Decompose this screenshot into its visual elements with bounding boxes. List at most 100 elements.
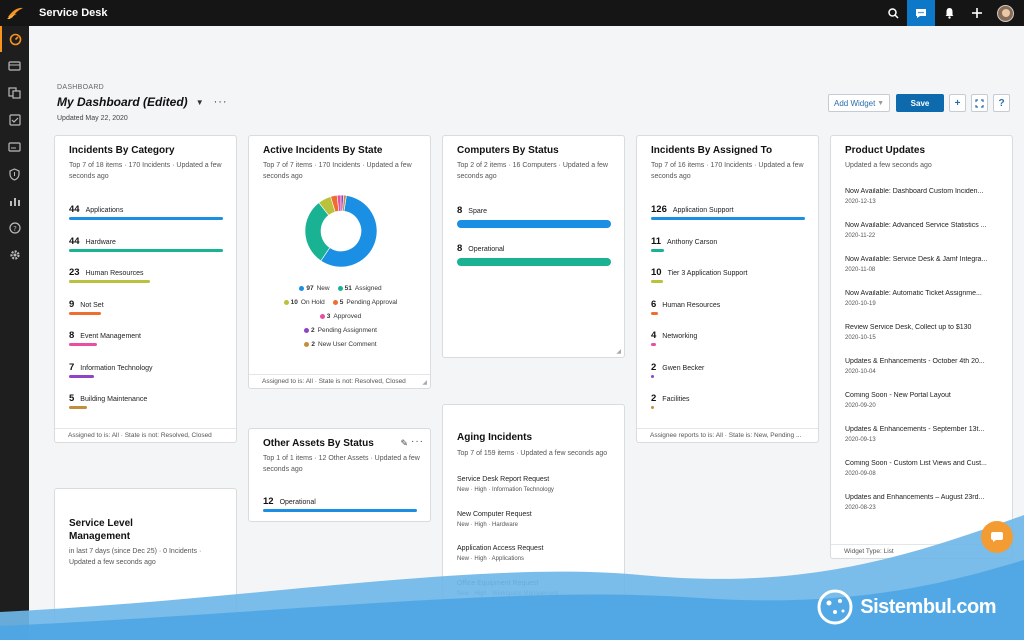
updated-date: Updated May 22, 2020 (57, 115, 128, 122)
item-label: Application Support (672, 207, 734, 214)
inventory-icon[interactable] (0, 80, 29, 106)
legend-item[interactable]: 97 New (299, 285, 330, 292)
donut-slice[interactable] (320, 195, 378, 268)
list-item[interactable]: 2 Facilities (651, 393, 805, 409)
legend-swatch (319, 313, 325, 319)
list-item[interactable]: 11 Anthony Carson (651, 236, 805, 252)
support-chat-icon[interactable] (981, 521, 1013, 553)
list-item[interactable]: Now Available: Advanced Service Statisti… (845, 222, 1005, 239)
solarwinds-logo-icon[interactable] (0, 0, 29, 26)
card-icon[interactable] (0, 134, 29, 160)
list-item[interactable]: 8 Operational (457, 243, 611, 266)
legend-swatch (337, 285, 343, 291)
widget-title: Active Incidents By State (263, 145, 383, 156)
bell-icon[interactable] (935, 0, 963, 26)
legend-label: New (316, 285, 330, 292)
update-title: Updates & Enhancements - October 4th 20.… (845, 358, 985, 365)
list-item[interactable]: 44 Applications (69, 204, 223, 220)
chat-icon[interactable] (907, 0, 935, 26)
search-icon[interactable] (879, 0, 907, 26)
list-item[interactable]: Review Service Desk, Collect up to $130 2… (845, 324, 1005, 341)
list-item[interactable]: 7 Information Technology (69, 362, 223, 378)
list-item[interactable]: Updates and Enhancements – August 23rd..… (845, 494, 1005, 511)
list-item[interactable]: 126 Application Support (651, 204, 805, 220)
list-item[interactable]: Now Available: Service Desk & Jamf Integ… (845, 256, 1005, 273)
donut-slice[interactable] (342, 194, 347, 212)
more-options-icon[interactable]: ··· (411, 436, 424, 447)
list-item[interactable]: Service Desk Report Request New · High · … (457, 476, 554, 493)
list-item[interactable]: Now Available: Dashboard Custom Inciden.… (845, 188, 1005, 205)
list-item[interactable]: 4 Networking (651, 330, 805, 346)
ticket-icon[interactable] (0, 53, 29, 79)
widget-title: Aging Incidents (457, 432, 532, 443)
more-options-icon[interactable]: ··· (213, 96, 228, 108)
list-item[interactable]: Updates & Enhancements - September 13t..… (845, 426, 1005, 443)
list-item[interactable]: 5 Building Maintenance (69, 393, 223, 409)
item-label: Not Set (80, 301, 104, 309)
list-item[interactable]: 2 Gwen Becker (651, 362, 805, 378)
page-title: My Dashboard (Edited) (57, 95, 188, 109)
value-bar (69, 374, 94, 378)
list-item[interactable]: 44 Hardware (69, 236, 223, 252)
update-date: 2020-09-13 (845, 437, 876, 443)
dashboard-gauge-icon[interactable] (0, 26, 29, 52)
item-label: Operational (279, 499, 316, 506)
list-item[interactable]: 23 Human Resources (69, 267, 223, 283)
update-title: Coming Soon - New Portal Layout (845, 392, 951, 399)
list-item[interactable]: 8 Spare (457, 205, 611, 228)
legend-item[interactable]: 3 Approved (319, 313, 361, 320)
edit-pencil-icon[interactable]: ✎ (400, 438, 408, 448)
value-bar (69, 280, 150, 283)
state-donut-chart[interactable] (301, 191, 381, 271)
incident-title: Application Access Request (457, 545, 544, 552)
legend-label: On Hold (300, 299, 325, 306)
shield-icon[interactable] (0, 161, 29, 187)
help-icon[interactable]: ? (0, 215, 29, 241)
list-item[interactable]: Updates & Enhancements - October 4th 20.… (845, 358, 1005, 375)
legend-label: Assigned (354, 285, 382, 292)
add-widget-dropdown[interactable]: Add Widget ▼ (828, 94, 890, 112)
user-avatar[interactable] (997, 4, 1014, 22)
app-title: Service Desk (39, 7, 108, 19)
plus-icon[interactable] (963, 0, 991, 26)
title-dropdown-caret-icon[interactable]: ▼ (195, 97, 204, 107)
value-bar (651, 406, 654, 409)
list-item[interactable]: 6 Human Resources (651, 299, 805, 315)
value-bar (651, 280, 663, 283)
fullscreen-icon[interactable] (971, 94, 988, 112)
list-item[interactable]: 10 Tier 3 Application Support (651, 267, 805, 283)
legend-count: 51 (344, 285, 352, 292)
save-button[interactable]: Save (896, 94, 944, 112)
legend-item[interactable]: 51 Assigned (337, 285, 382, 292)
list-item[interactable]: Application Access Request New · High · A… (457, 545, 543, 562)
list-item[interactable]: Now Available: Automatic Ticket Assignme… (845, 290, 1005, 307)
widget-active-incidents-by-state: Active Incidents By State Top 7 of 7 ite… (248, 135, 431, 389)
legend-item[interactable]: 10 On Hold (283, 299, 325, 306)
add-button[interactable]: + (949, 94, 966, 112)
reports-chart-icon[interactable] (0, 188, 29, 214)
legend-item[interactable]: 2 New User Comment (304, 341, 377, 348)
settings-gear-icon[interactable] (0, 242, 29, 268)
legend-swatch (283, 299, 289, 305)
list-item[interactable]: Office Equipment Request New · High · Wor… (457, 580, 559, 597)
update-title: Now Available: Automatic Ticket Assignme… (845, 290, 982, 297)
list-item[interactable]: 8 Event Management (69, 330, 223, 346)
legend-item[interactable]: 2 Pending Assignment (304, 327, 377, 334)
list-item[interactable]: 12 Operational (263, 496, 417, 512)
list-item[interactable]: New Computer Request New · High · Hardwar… (457, 511, 532, 528)
value-bar (651, 217, 805, 220)
item-label: Applications (85, 207, 124, 214)
value-bar (651, 374, 654, 378)
resize-handle-icon[interactable]: ◢ (616, 349, 621, 355)
legend-item[interactable]: 5 Pending Approval (332, 299, 397, 306)
help-button[interactable]: ? (993, 94, 1010, 112)
list-item[interactable]: Coming Soon - Custom List Views and Cust… (845, 460, 1005, 477)
breadcrumb[interactable]: DASHBOARD (57, 84, 105, 91)
widget-title: Service Level Management (69, 518, 133, 542)
resize-handle-icon[interactable]: ◢ (422, 380, 427, 386)
tasks-checkbox-icon[interactable] (0, 107, 29, 133)
list-item[interactable]: 9 Not Set (69, 299, 223, 315)
update-title: Coming Soon - Custom List Views and Cust… (845, 460, 987, 467)
list-item[interactable]: Coming Soon - New Portal Layout 2020-09-2… (845, 392, 1005, 409)
legend-swatch (299, 285, 305, 291)
